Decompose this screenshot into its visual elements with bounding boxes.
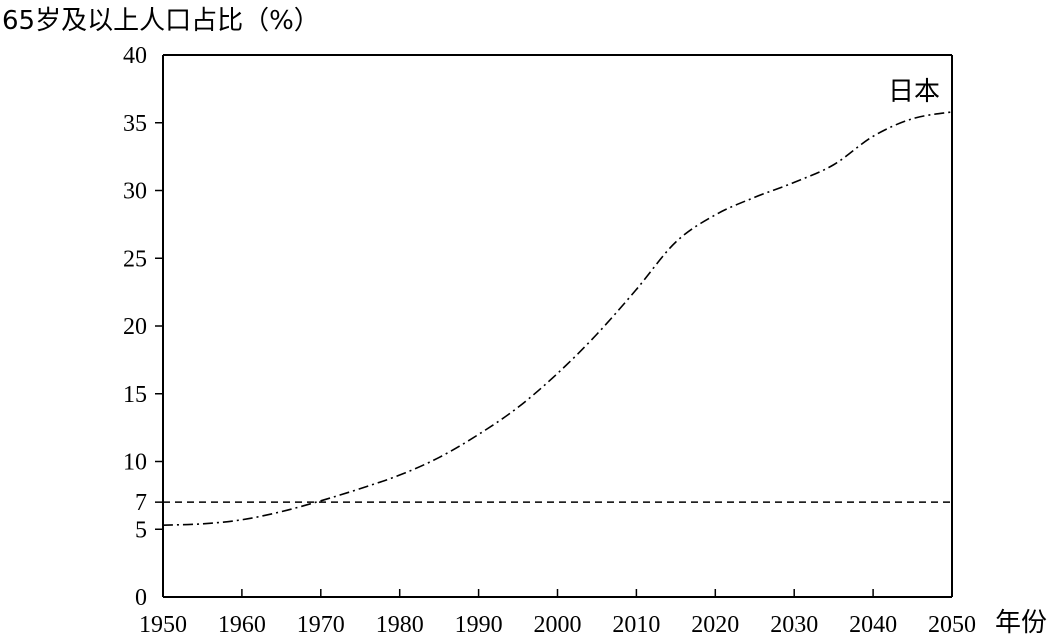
x-tick-label: 2010 (612, 612, 660, 638)
x-tick-label: 2050 (928, 612, 976, 638)
series-label: 日本 (888, 77, 940, 107)
y-tick-label: 35 (123, 111, 147, 137)
y-tick-label: 40 (123, 43, 147, 69)
y-axis-title: 65岁及以上人口占比（%） (2, 6, 320, 36)
x-axis-title: 年份 (995, 608, 1047, 638)
axis-ticks: 1950 1960 1970 1980 1990 2000 2010 2020 2030 2040… (123, 43, 976, 638)
x-tick-label: 1990 (455, 612, 503, 638)
y-tick-label: 25 (123, 246, 147, 272)
y-tick-label: 0 (135, 585, 147, 611)
x-tick-label: 2040 (849, 612, 897, 638)
y-tick-label: 30 (123, 179, 147, 205)
series-layer: 日本 (162, 77, 953, 526)
x-tick-label: 2020 (691, 612, 739, 638)
y-tick-label: 5 (135, 517, 147, 543)
x-tick-label: 1960 (218, 612, 266, 638)
y-tick-label: 10 (123, 450, 147, 476)
series-line-japan (162, 111, 953, 526)
x-tick-label: 2000 (534, 612, 582, 638)
x-tick-label: 1980 (376, 612, 424, 638)
x-tick-label: 2030 (770, 612, 818, 638)
y-tick-label: 20 (123, 314, 147, 340)
y-tick-label: 7 (135, 490, 147, 516)
x-tick-label: 1950 (139, 612, 187, 638)
y-tick-label: 15 (123, 382, 147, 408)
x-tick-label: 1970 (297, 612, 345, 638)
